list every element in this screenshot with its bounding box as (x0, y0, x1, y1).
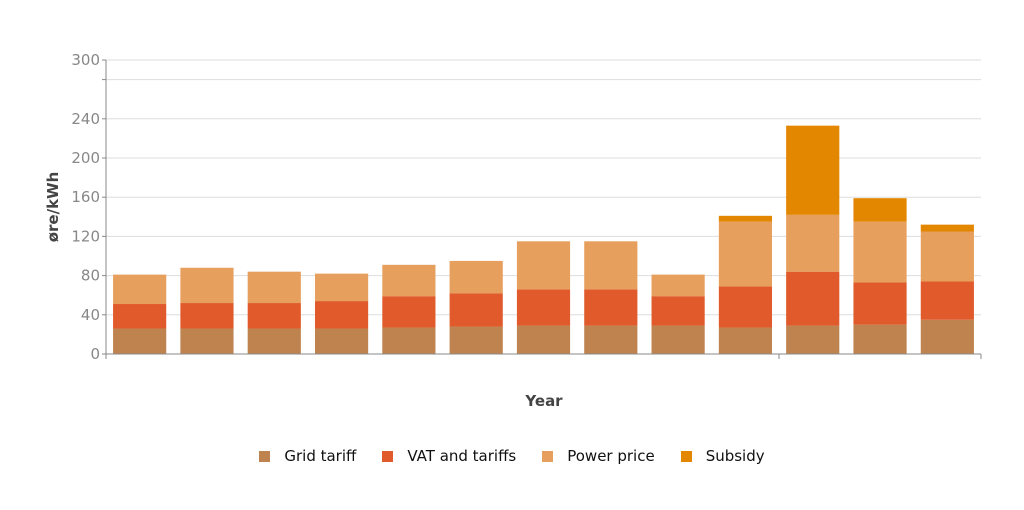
bar-segment-vat-and-tariffs (180, 303, 234, 329)
legend-item: Power price (542, 447, 655, 465)
bar-segment-grid-tariff (314, 328, 369, 354)
legend-swatch (542, 450, 554, 462)
bar-segment-vat-and-tariffs (920, 281, 974, 320)
legend-label: Grid tariff (284, 447, 357, 465)
bar-segment-power-price (314, 273, 369, 302)
bar-segment-grid-tariff (449, 326, 503, 354)
bar-segment-power-price (247, 271, 301, 304)
y-tick-label: 80 (81, 267, 100, 285)
bar-segment-vat-and-tariffs (584, 289, 638, 326)
y-tick-label: 0 (90, 345, 100, 363)
bar-segment-vat-and-tariffs (113, 304, 167, 329)
legend-label: VAT and tariffs (407, 447, 517, 465)
bar-segment-grid-tariff (651, 325, 705, 354)
bar-segment-power-price (786, 214, 840, 272)
y-ticks: 0 40 80 120 160 200 240 300 (71, 51, 982, 363)
legend-item: VAT and tariffs (382, 447, 516, 465)
bar-segment-power-price (920, 231, 974, 282)
bar-segment-vat-and-tariffs (651, 296, 705, 326)
y-axis-title: øre/kWh (44, 172, 62, 243)
legend: Grid tariff VAT and tariffs Power price Sub… (0, 447, 1024, 465)
bars (113, 125, 974, 354)
legend-swatch (382, 450, 394, 462)
legend-item: Grid tariff (259, 447, 356, 465)
legend-item: Subsidy (680, 447, 765, 465)
bar-segment-grid-tariff (516, 325, 571, 354)
y-tick-label: 160 (71, 188, 100, 206)
bar-segment-grid-tariff (247, 328, 301, 354)
bar-segment-subsidy (718, 215, 773, 222)
y-tick-label: 120 (71, 227, 100, 245)
bar-segment-grid-tariff (920, 319, 974, 354)
legend-swatch (259, 450, 271, 462)
y-tick-label: 40 (81, 306, 100, 324)
y-tick-label: 300 (71, 51, 100, 69)
bar-segment-vat-and-tariffs (247, 303, 301, 329)
bar-segment-power-price (853, 221, 907, 283)
bar-segment-power-price (516, 241, 571, 290)
bar-segment-vat-and-tariffs (516, 289, 571, 326)
bar-segment-grid-tariff (382, 327, 436, 354)
bar-segment-subsidy (786, 125, 840, 215)
bar-segment-vat-and-tariffs (382, 296, 436, 328)
chart: 0 40 80 120 160 200 240 300 Year øre/kWh (44, 51, 982, 410)
y-tick-label: 240 (71, 110, 100, 128)
bar-segment-vat-and-tariffs (718, 286, 773, 328)
bar-segment-power-price (382, 264, 436, 297)
bar-segment-subsidy (853, 198, 907, 222)
bar-segment-power-price (113, 274, 167, 305)
axes (105, 60, 981, 355)
x-axis-title: Year (524, 392, 563, 410)
bar-segment-vat-and-tariffs (853, 282, 907, 325)
bar-segment-vat-and-tariffs (449, 293, 503, 327)
bar-segment-vat-and-tariffs (314, 301, 369, 329)
bar-segment-subsidy (920, 224, 974, 232)
bar-segment-vat-and-tariffs (786, 271, 840, 326)
legend-label: Subsidy (705, 447, 765, 465)
bar-segment-grid-tariff (113, 328, 167, 354)
bar-segment-grid-tariff (180, 328, 234, 354)
bar-segment-power-price (180, 267, 234, 304)
y-tick-label: 200 (71, 149, 100, 167)
bar-segment-power-price (584, 241, 638, 290)
bar-segment-power-price (449, 260, 503, 294)
bar-segment-grid-tariff (786, 325, 840, 354)
bar-segment-grid-tariff (853, 324, 907, 354)
bar-segment-grid-tariff (584, 325, 638, 354)
bar-segment-power-price (651, 274, 705, 297)
bar-segment-power-price (718, 221, 773, 287)
bar-segment-grid-tariff (718, 327, 773, 354)
legend-swatch (680, 450, 692, 462)
legend-label: Power price (567, 447, 655, 465)
